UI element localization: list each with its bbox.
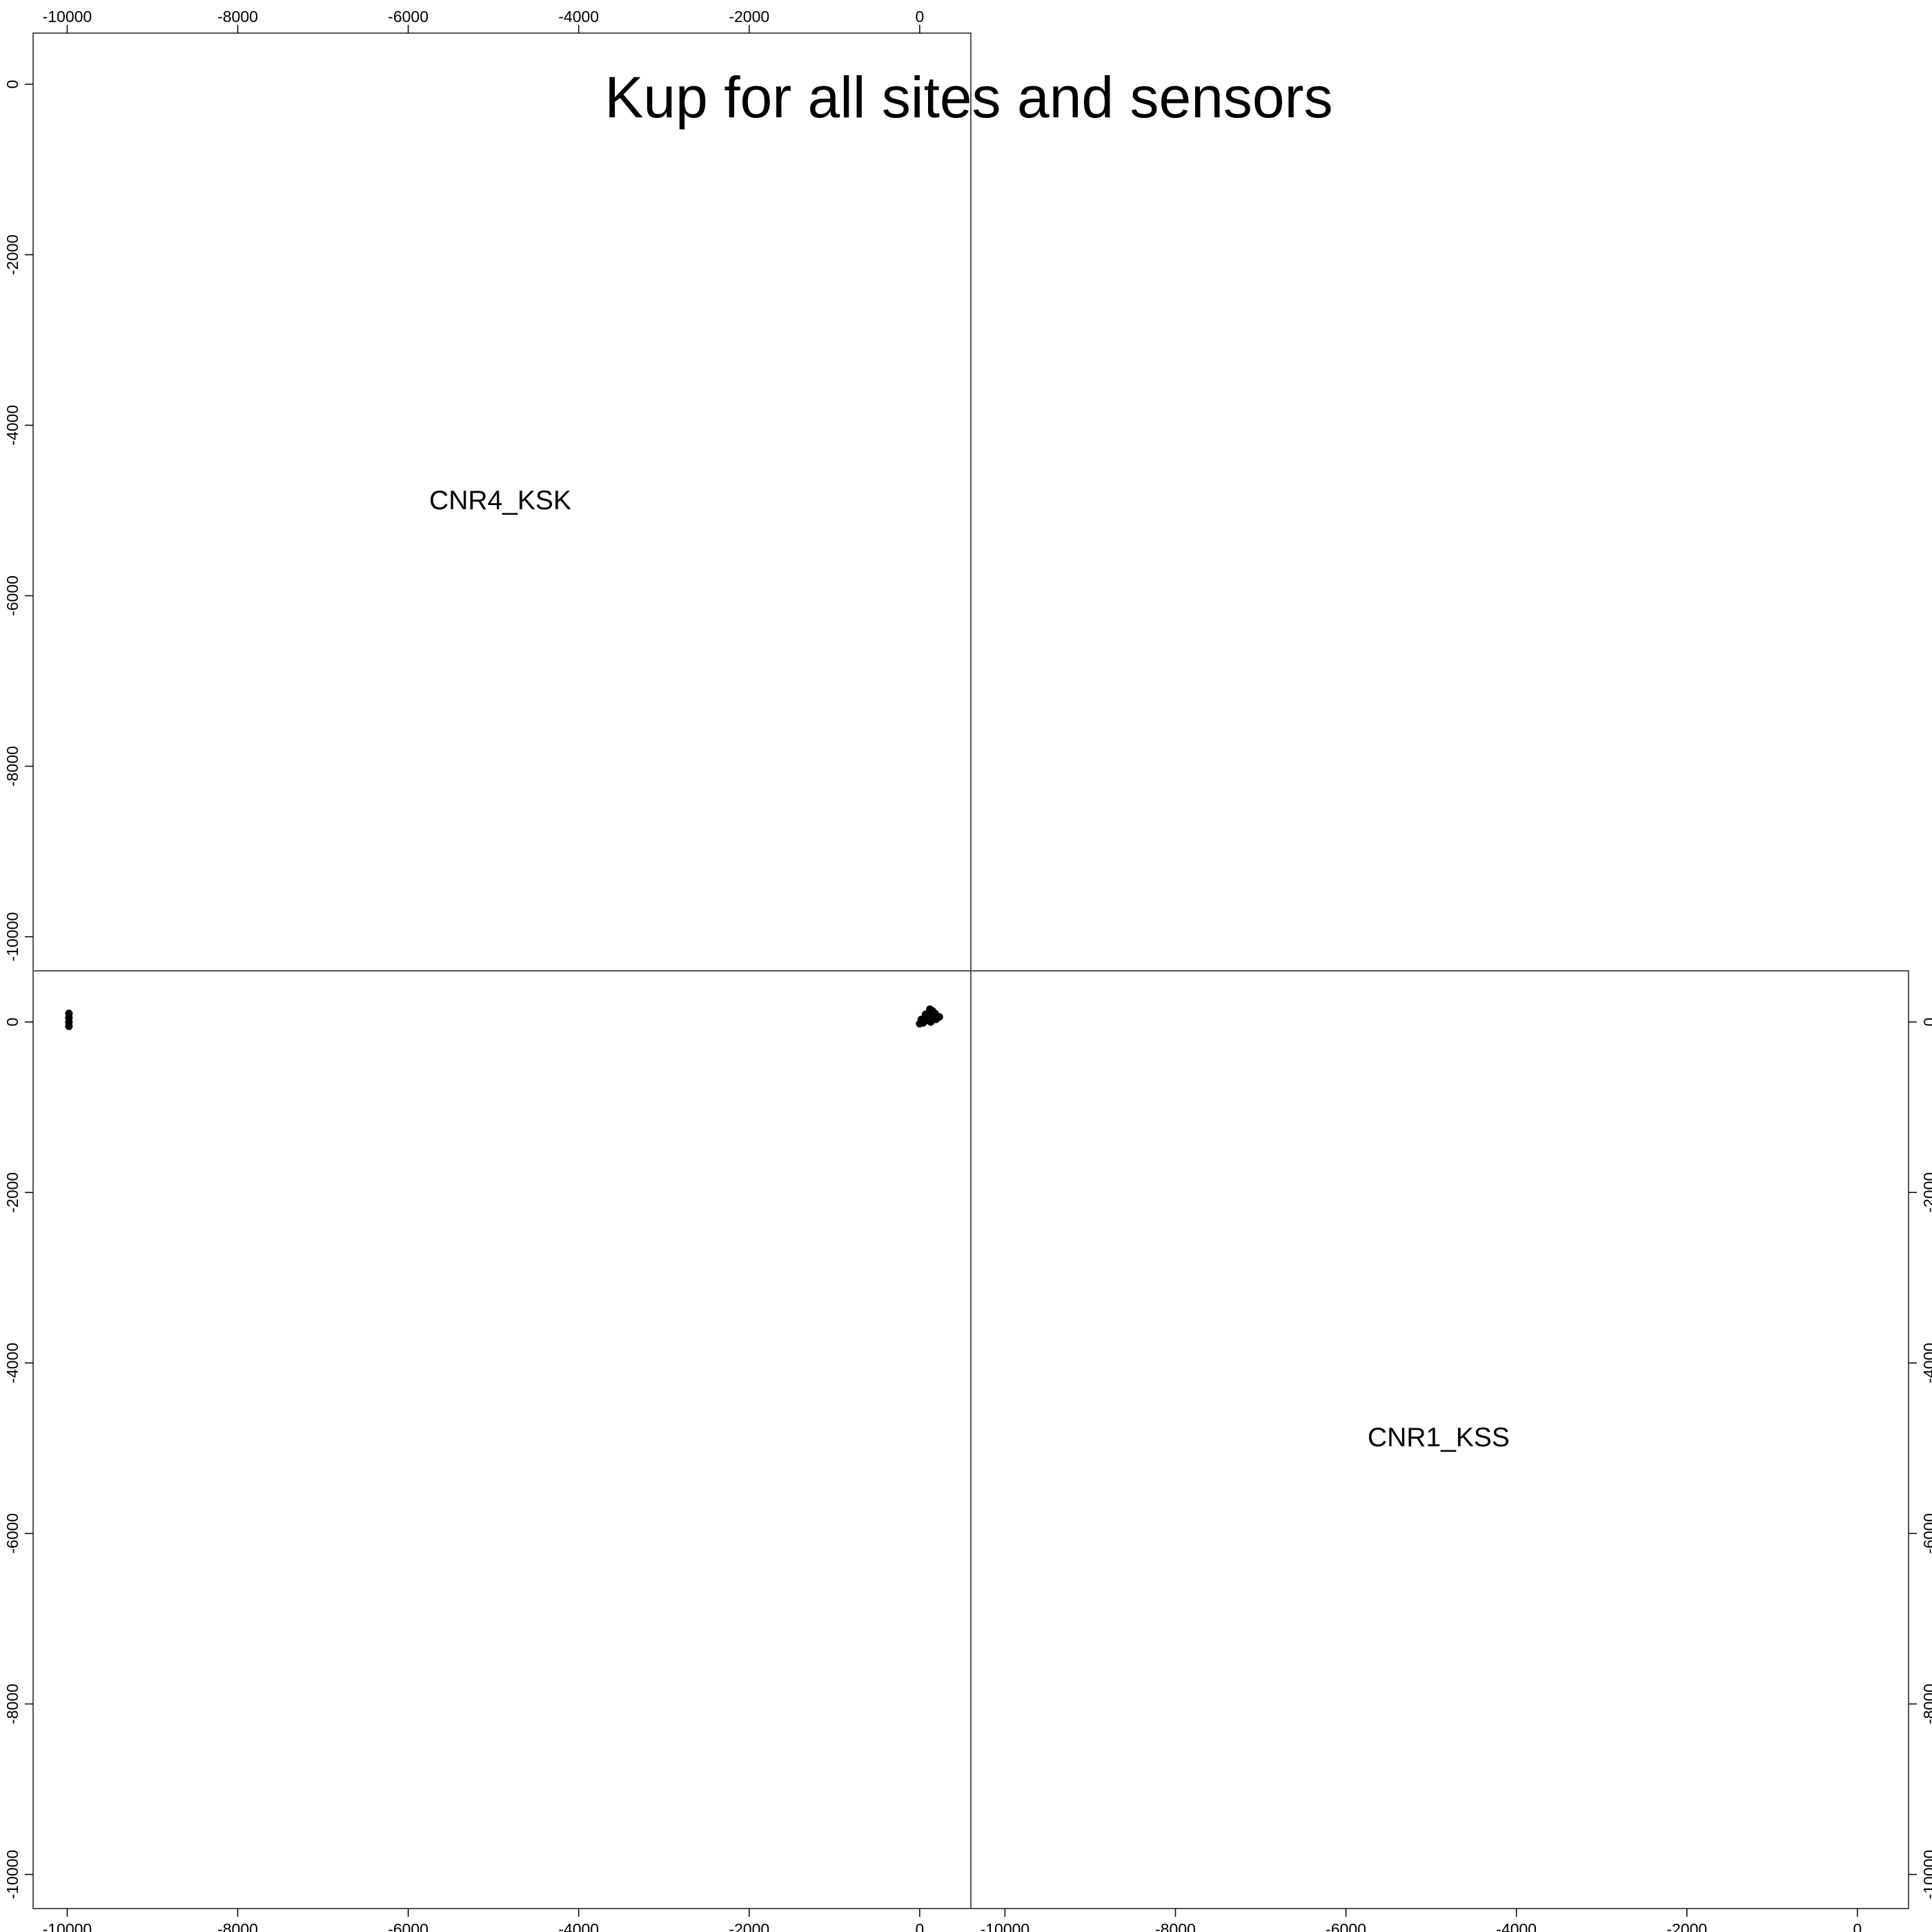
x-axis-bottom-left-tick-label: -6000 <box>388 1920 428 1932</box>
y-axis-right-tick-label: -6000 <box>1920 1513 1932 1554</box>
y-axis-left-top-tick-label: -2000 <box>3 235 21 275</box>
x-axis-bottom-left-tick-label: -8000 <box>217 1920 258 1932</box>
x-axis-top-tick-label: -10000 <box>43 8 92 26</box>
x-axis-top-tick-label: -6000 <box>388 8 428 26</box>
y-axis-left-bottom-tick-label: -10000 <box>3 1850 21 1900</box>
x-axis-top-tick-label: 0 <box>915 8 924 26</box>
y-axis-right-tick-label: -2000 <box>1920 1172 1932 1213</box>
x-axis-bottom-left-tick-label: -4000 <box>558 1920 599 1932</box>
y-axis-left-top-tick-label: -6000 <box>3 575 21 616</box>
x-axis-bottom-right-tick-label: -4000 <box>1496 1920 1537 1932</box>
scatter-point <box>924 1016 931 1023</box>
x-axis-top-tick-label: -4000 <box>558 8 599 26</box>
x-axis-bottom-right-tick-label: -8000 <box>1155 1920 1196 1932</box>
panel-label-cnr4-ksk: CNR4_KSK <box>429 486 571 515</box>
x-axis-bottom-left-tick-label: -10000 <box>43 1920 92 1932</box>
x-axis-bottom-left-tick-label: 0 <box>915 1920 924 1932</box>
x-axis-bottom-right-tick-label: -6000 <box>1325 1920 1366 1932</box>
y-axis-right-tick-label: -10000 <box>1920 1850 1932 1900</box>
y-axis-left-bottom-tick-label: -8000 <box>3 1684 21 1724</box>
x-axis-top-tick-label: -2000 <box>729 8 769 26</box>
y-axis-left-top-tick-label: 0 <box>3 80 21 89</box>
y-axis-right-tick-label: -4000 <box>1920 1343 1932 1383</box>
y-axis-left-bottom-tick-label: -2000 <box>3 1172 21 1213</box>
panel-label-cnr1-kss: CNR1_KSS <box>1368 1423 1510 1452</box>
x-axis-bottom-right-tick-label: -10000 <box>980 1920 1030 1932</box>
y-axis-left-top-tick-label: -8000 <box>3 746 21 787</box>
y-axis-right-tick-label: -8000 <box>1920 1684 1932 1724</box>
x-axis-bottom-right-tick-label: -2000 <box>1666 1920 1707 1932</box>
x-axis-bottom-right-tick-label: 0 <box>1853 1920 1862 1932</box>
y-axis-left-top-tick-label: -4000 <box>3 405 21 446</box>
y-axis-left-top-tick-label: -10000 <box>3 912 21 962</box>
scatter-point <box>66 1023 72 1029</box>
y-axis-left-bottom-tick-label: -6000 <box>3 1513 21 1554</box>
chart-title: Kup for all sites and sensors <box>604 65 1332 130</box>
y-axis-left-bottom-tick-label: 0 <box>3 1018 21 1027</box>
y-axis-left-bottom-tick-label: -4000 <box>3 1343 21 1383</box>
x-axis-top-tick-label: -8000 <box>217 8 258 26</box>
x-axis-bottom-left-tick-label: -2000 <box>729 1920 769 1932</box>
y-axis-right-tick-label: 0 <box>1920 1018 1932 1027</box>
